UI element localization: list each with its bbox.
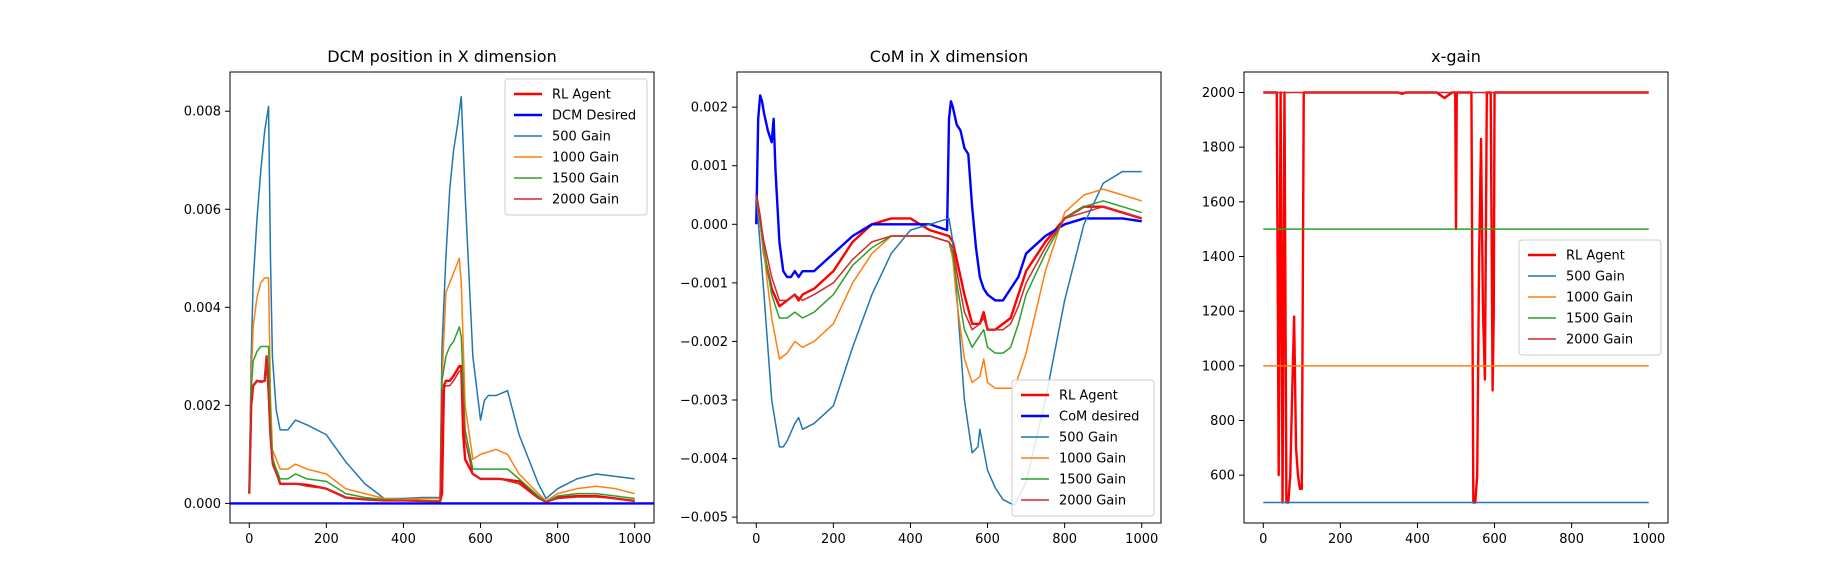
series-line-2000-gain-dcm xyxy=(248,355,635,503)
y-tick-label: 0.002 xyxy=(184,399,221,414)
y-tick-label: −0.001 xyxy=(680,276,728,291)
axis-ticks-dcm: 0 200 400 600 800 1000 0.000 0.002 0.004 0.006 0.0… xyxy=(184,105,651,547)
plot-area-dcm xyxy=(230,95,654,505)
axis-ticks-xgain: 0 200 400 600 800 1000 600 800 1000 1200 1400 1600 1… xyxy=(1202,86,1665,547)
y-tick-label: 1200 xyxy=(1202,305,1235,320)
legend-label-1500-gain: 1500 Gain xyxy=(552,172,619,187)
series-line-1000-gain-com xyxy=(755,188,1142,390)
x-tick-label: 800 xyxy=(545,532,570,547)
legend-label-2000-gain: 2000 Gain xyxy=(1059,494,1126,509)
legend-com: RL Agent CoM desired 500 Gain 1000 Gain 1500… xyxy=(1011,379,1155,517)
y-tick-label: 0.001 xyxy=(691,159,728,174)
series-line-1500-gain-com xyxy=(755,194,1142,354)
axes-frame-xgain xyxy=(1243,71,1669,524)
legend-dcm: RL Agent DCM Desired 500 Gain 1000 Gain 1500… xyxy=(504,78,648,216)
series-line-2000-gain-com xyxy=(755,194,1142,331)
y-tick-label: 0.000 xyxy=(691,218,728,233)
x-tick-label: 200 xyxy=(1328,532,1353,547)
y-tick-label: −0.004 xyxy=(680,452,728,467)
axes-frame-com xyxy=(736,71,1162,524)
legend-box xyxy=(1011,379,1155,517)
y-tick-label: 0.002 xyxy=(691,101,728,116)
legend-label-1000-gain: 1000 Gain xyxy=(552,151,619,166)
legend-label-rl-agent: RL Agent xyxy=(552,88,611,103)
x-tick-label: 0 xyxy=(1259,532,1267,547)
x-tick-label: 600 xyxy=(1482,532,1507,547)
subplot-xgain: x-gain 0 200 400 600 800 1000 600 800 1000 1200 14… xyxy=(1202,47,1669,547)
y-tick-label: −0.002 xyxy=(680,335,728,350)
y-tick-label: 2000 xyxy=(1202,86,1235,101)
legend-label-rl-agent: RL Agent xyxy=(1059,389,1118,404)
x-tick-label: 200 xyxy=(314,532,339,547)
axes-frame-dcm xyxy=(229,71,655,524)
y-tick-label: 1000 xyxy=(1202,359,1235,374)
y-tick-label: 800 xyxy=(1210,414,1235,429)
legend-box xyxy=(504,78,648,216)
chart-title-com: CoM in X dimension xyxy=(870,47,1028,66)
plot-area-com xyxy=(755,94,1143,507)
legend-label-2000-gain: 2000 Gain xyxy=(1566,333,1633,348)
legend-xgain: RL Agent 500 Gain 1000 Gain 1500 Gain 2000 G… xyxy=(1518,239,1662,356)
subplot-com: CoM in X dimension 0 200 400 600 800 1000 −0.0… xyxy=(680,47,1162,547)
x-tick-label: 400 xyxy=(898,532,923,547)
x-tick-label: 400 xyxy=(1405,532,1430,547)
legend-label-500-gain: 500 Gain xyxy=(1059,431,1118,446)
y-tick-label: 1800 xyxy=(1202,141,1235,156)
x-tick-label: 400 xyxy=(391,532,416,547)
legend-label-2000-gain: 2000 Gain xyxy=(552,193,619,208)
legend-label-1000-gain: 1000 Gain xyxy=(1566,291,1633,306)
axis-ticks-com: 0 200 400 600 800 1000 −0.005 −0.004 −0.003 −0.00… xyxy=(680,101,1158,547)
x-tick-label: 1000 xyxy=(1125,532,1158,547)
legend-label-1500-gain: 1500 Gain xyxy=(1059,473,1126,488)
legend-label-500-gain: 500 Gain xyxy=(552,130,611,145)
y-tick-label: 0.004 xyxy=(184,301,221,316)
x-tick-label: 800 xyxy=(1559,532,1584,547)
legend-label-dcm-desired: DCM Desired xyxy=(552,109,636,124)
x-tick-label: 1000 xyxy=(618,532,651,547)
y-tick-label: 0.008 xyxy=(184,105,221,120)
y-tick-label: 1600 xyxy=(1202,195,1235,210)
subplot-dcm: DCM position in X dimension 0 200 400 600 80… xyxy=(184,47,655,547)
plot-area-xgain xyxy=(1263,91,1649,504)
legend-label-500-gain: 500 Gain xyxy=(1566,270,1625,285)
y-tick-label: −0.005 xyxy=(680,511,728,526)
x-tick-label: 0 xyxy=(752,532,760,547)
y-tick-label: 1400 xyxy=(1202,250,1235,265)
legend-box xyxy=(1518,239,1662,356)
series-line-com-desired-com xyxy=(755,94,1142,302)
x-tick-label: 0 xyxy=(245,532,253,547)
legend-label-1500-gain: 1500 Gain xyxy=(1566,312,1633,327)
legend-label-com-desired: CoM desired xyxy=(1059,410,1139,425)
x-tick-label: 600 xyxy=(468,532,493,547)
y-tick-label: 0.006 xyxy=(184,203,221,218)
x-tick-label: 600 xyxy=(975,532,1000,547)
chart-title-dcm: DCM position in X dimension xyxy=(327,47,556,66)
y-tick-label: 0.000 xyxy=(184,497,221,512)
y-tick-label: −0.003 xyxy=(680,394,728,409)
y-tick-label: 600 xyxy=(1210,469,1235,484)
x-tick-label: 800 xyxy=(1052,532,1077,547)
x-tick-label: 200 xyxy=(821,532,846,547)
legend-label-1000-gain: 1000 Gain xyxy=(1059,452,1126,467)
x-tick-label: 1000 xyxy=(1632,532,1665,547)
chart-title-xgain: x-gain xyxy=(1431,47,1481,66)
legend-label-rl-agent: RL Agent xyxy=(1566,249,1625,264)
